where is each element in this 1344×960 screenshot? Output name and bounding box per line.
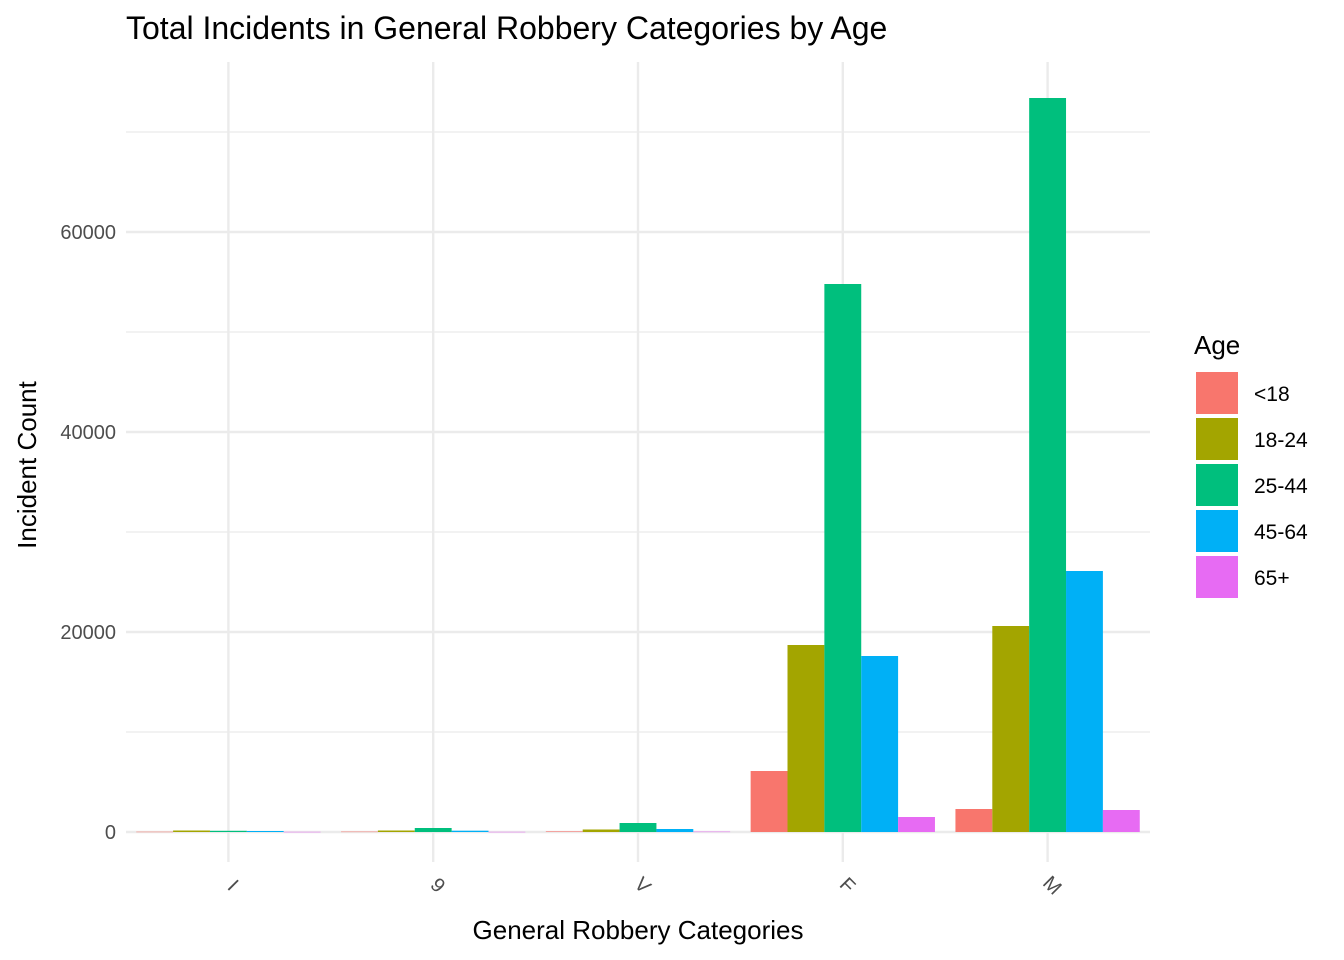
y-tick-label: 40000 (60, 422, 116, 444)
bar-I-18-24 (173, 830, 210, 832)
y-tick-label: 20000 (60, 622, 116, 644)
legend: Age <18 18-24 25-44 45-64 65+ (1194, 330, 1308, 598)
bar-M-<18 (955, 809, 993, 832)
bar-F-65+ (898, 817, 935, 832)
x-tick-label: V (630, 873, 655, 898)
bar-V-65+ (693, 831, 731, 833)
legend-swatch (1196, 418, 1238, 460)
bar-I-45-64 (246, 831, 284, 832)
legend-label: 25-44 (1254, 475, 1308, 498)
bar-M-18-24 (992, 626, 1030, 832)
bar-9-25-44 (414, 828, 452, 832)
bar-9-45-64 (451, 830, 489, 832)
bar-M-45-64 (1066, 571, 1103, 832)
x-tick-label: M (1038, 872, 1065, 899)
bar-V-<18 (545, 831, 583, 832)
bar-V-25-44 (619, 823, 657, 832)
x-tick-label: I (223, 876, 242, 895)
legend-title: Age (1194, 330, 1240, 360)
bar-M-25-44 (1029, 98, 1067, 832)
bar-F-<18 (750, 771, 788, 832)
bar-V-45-64 (656, 829, 694, 832)
bar-M-65+ (1102, 810, 1140, 832)
bar-9-18-24 (377, 830, 415, 832)
y-axis-ticks: 0 20000 40000 60000 (60, 222, 116, 844)
legend-label: 65+ (1254, 567, 1290, 590)
bar-I-65+ (283, 831, 321, 833)
bar-9-65+ (488, 831, 526, 833)
bars (136, 98, 1140, 833)
y-axis-title: Incident Count (12, 380, 42, 548)
bar-9-<18 (341, 831, 378, 833)
legend-label: 18-24 (1254, 429, 1308, 452)
bar-F-45-64 (861, 656, 899, 832)
chart-title: Total Incidents in General Robbery Categ… (126, 10, 887, 46)
legend-swatch (1196, 372, 1238, 414)
bar-V-18-24 (582, 829, 620, 832)
x-axis-title: General Robbery Categories (473, 915, 804, 945)
bar-I-25-44 (209, 830, 247, 832)
bar-F-18-24 (787, 645, 825, 832)
bar-F-25-44 (824, 284, 862, 832)
legend-swatch (1196, 464, 1238, 506)
bar-I-<18 (136, 831, 174, 833)
y-tick-label: 60000 (60, 222, 116, 244)
legend-swatch (1196, 510, 1238, 552)
x-axis-ticks: I 9 V F M (223, 872, 1066, 899)
y-tick-label: 0 (105, 822, 116, 844)
legend-label: 45-64 (1254, 521, 1308, 544)
legend-swatch (1196, 556, 1238, 598)
x-tick-label: F (835, 874, 859, 898)
legend-label: <18 (1254, 383, 1290, 406)
x-tick-label: 9 (426, 874, 449, 897)
